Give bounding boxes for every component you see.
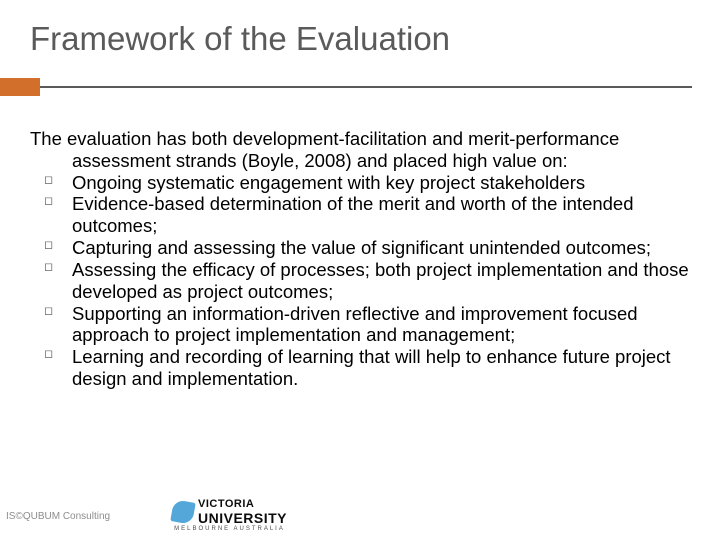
bullet-list: Ongoing systematic engagement with key p… [30,172,692,390]
title-underline [40,86,692,88]
list-item: Capturing and assessing the value of sig… [30,237,692,259]
list-item: Supporting an information-driven reflect… [30,303,692,347]
list-item: Assessing the efficacy of processes; bot… [30,259,692,303]
list-item: Ongoing systematic engagement with key p… [30,172,692,194]
logo-line2: UNIVERSITY [198,510,287,526]
logo-mark-icon [170,499,195,524]
intro-text: The evaluation has both development-faci… [30,128,692,172]
list-item: Evidence-based determination of the meri… [30,193,692,237]
accent-bar [0,78,40,96]
list-item: Learning and recording of learning that … [30,346,692,390]
logo-line1: VICTORIA [198,498,287,510]
footer-copyright: IS©QUBUM Consulting [6,511,110,522]
slide-body: The evaluation has both development-faci… [30,128,692,390]
victoria-university-logo: VICTORIA UNIVERSITY MELBOURNE AUSTRALIA [172,498,287,532]
slide-title: Framework of the Evaluation [30,20,450,58]
logo-subtext: MELBOURNE AUSTRALIA [174,526,285,532]
